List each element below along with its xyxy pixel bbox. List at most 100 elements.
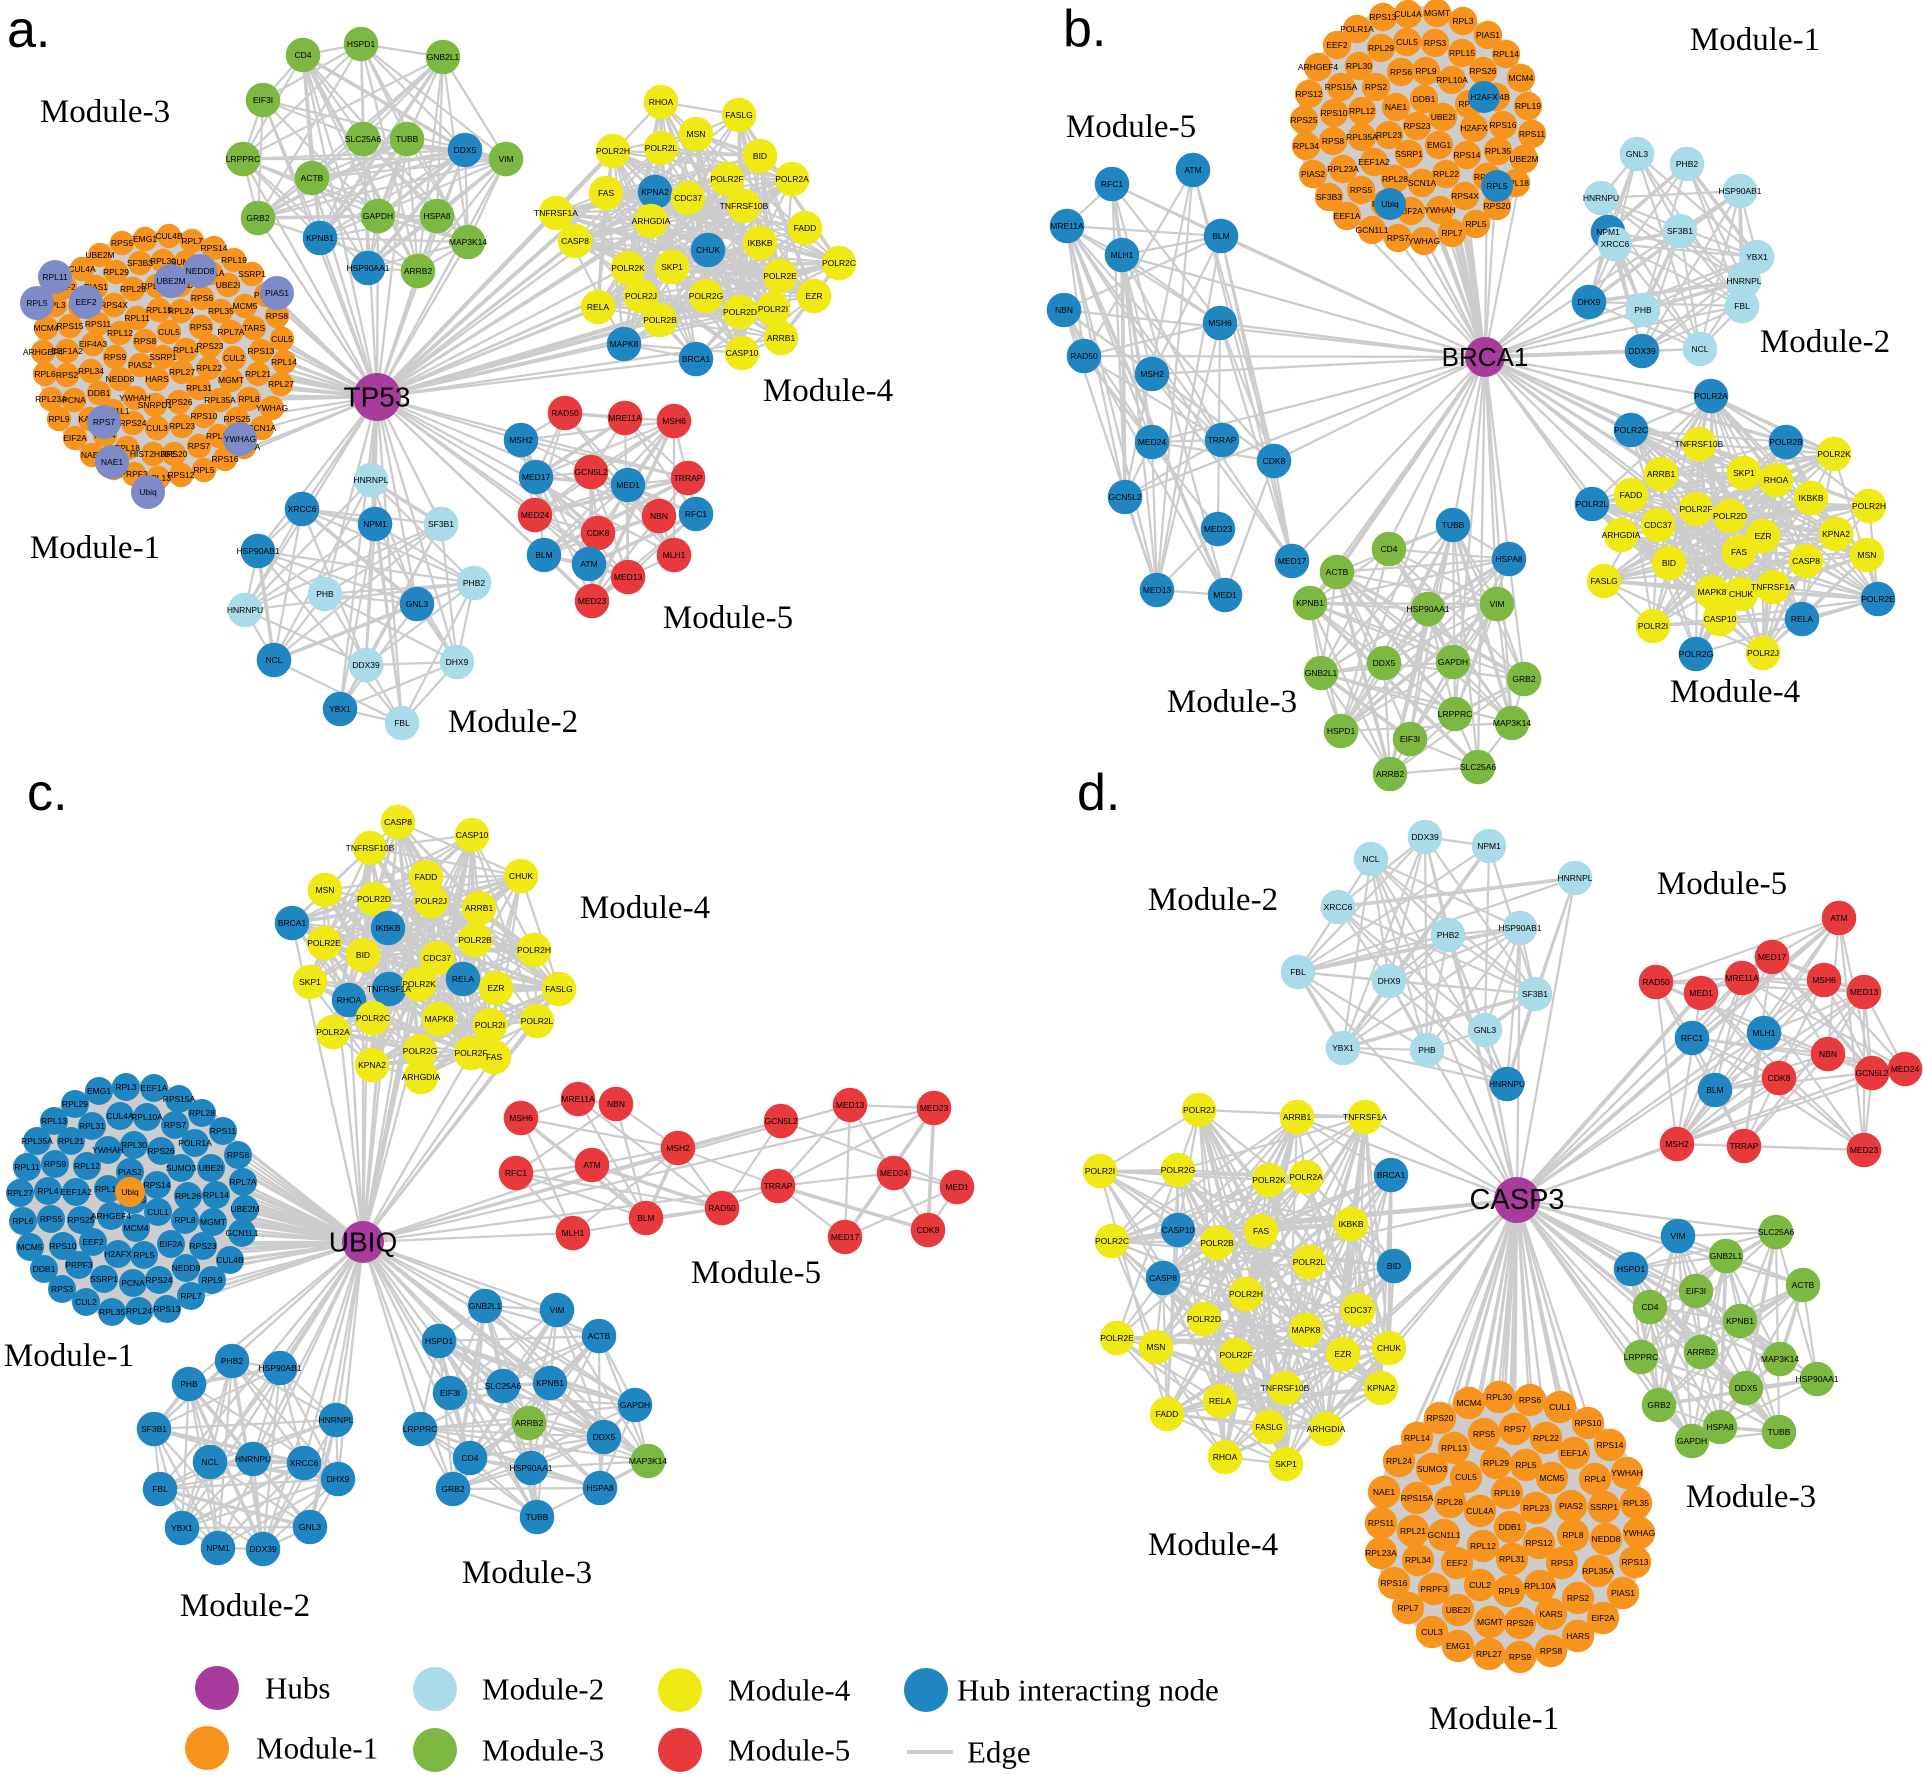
svg-text:DHX9: DHX9 [446,657,469,667]
svg-text:CUL2: CUL2 [223,353,245,363]
svg-text:RPS2: RPS2 [1567,1593,1589,1603]
svg-text:RPS10: RPS10 [1321,108,1348,118]
svg-text:MED1: MED1 [616,480,640,490]
svg-text:MAPK8: MAPK8 [425,1014,454,1024]
svg-text:RPL8: RPL8 [238,394,260,404]
svg-text:EIF2A: EIF2A [159,1239,183,1249]
svg-text:RPS25: RPS25 [68,1215,95,1225]
svg-text:MLH1: MLH1 [1753,1028,1776,1038]
svg-text:RPL18: RPL18 [114,443,140,453]
svg-text:HNRNPU: HNRNPU [1489,1079,1525,1089]
svg-text:Module-5: Module-5 [1657,866,1787,902]
svg-text:YWHAH: YWHAH [119,393,151,403]
svg-text:RPS15: RPS15 [57,321,84,331]
svg-text:RPL35: RPL35 [1623,1498,1649,1508]
svg-text:NPM1: NPM1 [1596,227,1620,237]
svg-text:RPS2: RPS2 [1365,82,1387,92]
svg-text:RFC1: RFC1 [1101,179,1123,189]
svg-text:GRB2: GRB2 [1512,674,1535,684]
svg-text:RPS15A: RPS15A [163,1094,196,1104]
svg-text:RPS14: RPS14 [201,243,228,253]
svg-text:SSRP1: SSRP1 [238,269,266,279]
svg-text:RPS25: RPS25 [1291,115,1318,125]
svg-text:RPS7: RPS7 [1387,233,1409,243]
svg-text:RPL11: RPL11 [124,313,150,323]
svg-text:MSH6: MSH6 [1208,318,1232,328]
svg-text:Module-4: Module-4 [1670,674,1800,710]
svg-text:RPS6: RPS6 [1519,1395,1541,1405]
svg-text:RPL28: RPL28 [189,1108,215,1118]
svg-text:GNL3: GNL3 [406,599,428,609]
svg-text:TRRAP: TRRAP [1730,1141,1759,1151]
svg-text:EIF2A: EIF2A [1399,206,1423,216]
svg-text:BRCA1: BRCA1 [278,918,307,928]
svg-text:GRB2: GRB2 [441,1484,464,1494]
svg-text:RPS26: RPS26 [148,1146,175,1156]
svg-text:RPS7: RPS7 [164,1120,186,1130]
svg-text:NBN: NBN [1055,305,1073,315]
svg-text:POLR2I: POLR2I [1638,621,1668,631]
svg-text:TNFRSF10B: TNFRSF10B [346,843,395,853]
svg-text:ARRB2: ARRB2 [515,1418,544,1428]
svg-text:RPS13: RPS13 [1622,1557,1649,1567]
svg-text:PHB2: PHB2 [1676,159,1698,169]
svg-text:MAPK8: MAPK8 [610,339,639,349]
svg-text:MCM4: MCM4 [33,323,58,333]
svg-text:TUBB: TUBB [396,134,419,144]
svg-text:RPS12: RPS12 [1526,1538,1553,1548]
svg-text:RPL29: RPL29 [1368,43,1394,53]
svg-text:POLR2C: POLR2C [356,1013,390,1023]
svg-text:XRCC6: XRCC6 [1324,902,1353,912]
svg-text:RPL21: RPL21 [1400,1526,1426,1536]
svg-text:CD4: CD4 [1380,544,1397,554]
svg-text:ARHGDIA: ARHGDIA [1307,1424,1346,1434]
svg-text:EEF2: EEF2 [1446,1558,1468,1568]
svg-text:SSRP1: SSRP1 [1590,1502,1618,1512]
svg-text:HNRNPU: HNRNPU [227,605,263,615]
svg-text:EEF1A2: EEF1A2 [60,1187,92,1197]
svg-text:CASP10: CASP10 [726,348,759,358]
svg-text:DDX39: DDX39 [1411,832,1439,842]
svg-text:EEF1A: EEF1A [141,1083,168,1093]
svg-text:CASP8: CASP8 [1792,556,1820,566]
svg-text:RHOA: RHOA [1213,1452,1238,1462]
svg-text:EIF4A3: EIF4A3 [79,339,108,349]
svg-text:ARHGEF4: ARHGEF4 [1298,62,1338,72]
svg-text:ARHGEF4: ARHGEF4 [23,347,63,357]
svg-text:ARHGEF4: ARHGEF4 [91,1211,131,1221]
svg-text:HARS: HARS [145,374,169,384]
svg-text:RPL5: RPL5 [1515,1460,1537,1470]
svg-text:YBX1: YBX1 [329,704,351,714]
svg-text:FAS: FAS [486,1052,502,1062]
svg-text:RPL28: RPL28 [120,284,146,294]
svg-text:MED24: MED24 [521,510,550,520]
svg-text:POLR2H: POLR2H [596,146,630,156]
svg-text:POLR2L: POLR2L [521,1016,554,1026]
svg-text:RPS24: RPS24 [120,418,147,428]
svg-text:Ubiq: Ubiq [1381,199,1399,209]
svg-text:POLR2A: POLR2A [1694,391,1728,401]
svg-text:ARRB1: ARRB1 [465,903,494,913]
svg-text:CHUK: CHUK [509,871,533,881]
svg-text:RPL30: RPL30 [150,256,176,266]
svg-text:Module-2: Module-2 [1760,324,1890,360]
svg-text:RPL35: RPL35 [99,1307,125,1317]
svg-text:XRCC6: XRCC6 [290,1458,319,1468]
svg-text:Module-4: Module-4 [763,373,893,409]
svg-text:RPL29: RPL29 [62,1099,88,1109]
svg-text:ACTB: ACTB [1326,567,1349,577]
svg-text:NEDD8: NEDD8 [106,374,135,384]
svg-text:EEF1A2: EEF1A2 [51,346,83,356]
svg-text:PCNA: PCNA [62,395,86,405]
svg-text:POLR2J: POLR2J [1747,648,1779,658]
svg-text:DDX39: DDX39 [352,660,380,670]
svg-text:Module-2: Module-2 [448,704,578,740]
svg-text:RHOA: RHOA [1764,475,1789,485]
svg-text:MCM5: MCM5 [17,1242,42,1252]
svg-text:RPL7: RPL7 [180,1291,202,1301]
svg-text:RPL15: RPL15 [1449,48,1475,58]
svg-text:RPS26: RPS26 [1470,66,1497,76]
svg-text:MLH1: MLH1 [562,1228,585,1238]
svg-text:MED23: MED23 [1850,1145,1879,1155]
svg-text:HSP90AB1: HSP90AB1 [1499,923,1542,933]
